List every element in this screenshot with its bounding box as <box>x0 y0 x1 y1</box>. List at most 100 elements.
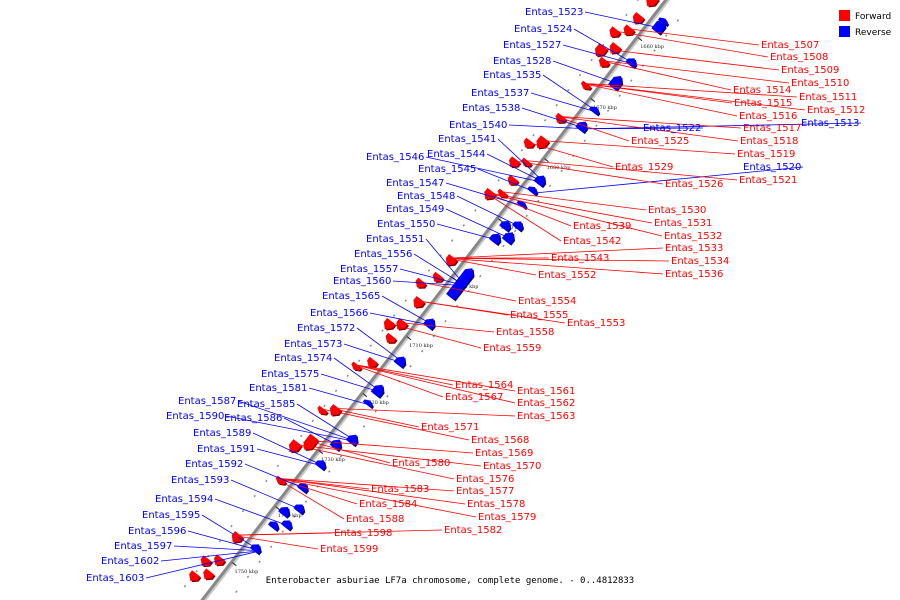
label-leader-line <box>343 343 406 365</box>
label-leader-line <box>484 191 562 242</box>
gene-label: Entas_1589 <box>193 428 251 439</box>
gene-label: Entas_1587 <box>178 396 236 407</box>
label-leader-line <box>484 191 663 237</box>
gene-label: Entas_1556 <box>354 249 412 260</box>
label-leader-line <box>201 514 261 552</box>
gene-label: Entas_1591 <box>197 444 255 455</box>
forward-lane-marker <box>311 419 314 423</box>
tick-mark <box>497 218 503 223</box>
gene-label: Entas_1547 <box>386 178 444 189</box>
label-leader-line <box>413 299 509 316</box>
gene-label: Entas_1537 <box>471 88 529 99</box>
backbone-shadow <box>202 0 671 600</box>
gene-label: Entas_1538 <box>462 103 520 114</box>
label-leader-line <box>530 92 599 114</box>
label-leader-line <box>552 60 621 86</box>
label-leader-line <box>521 107 587 130</box>
label-leader-line <box>230 479 305 512</box>
forward-lane-marker <box>532 133 535 137</box>
label-leader-line <box>396 321 495 333</box>
reverse-lane-marker <box>293 515 296 518</box>
label-leader-line <box>244 463 308 491</box>
tick-label: 1700 kbp <box>455 284 479 290</box>
label-leader-line <box>275 477 477 518</box>
forward-lane-marker <box>346 374 349 378</box>
label-leader-line <box>555 115 742 129</box>
forward-lane-marker <box>392 314 396 317</box>
reverse-gene-arrow <box>501 232 514 245</box>
label-leader-line <box>477 168 538 194</box>
gene-label: Entas_1577 <box>456 486 514 497</box>
forward-lane-marker <box>555 103 558 107</box>
gene-label: Entas_1592 <box>185 459 243 470</box>
gene-label: Entas_1525 <box>631 136 689 147</box>
forward-lane-marker <box>241 509 245 513</box>
reverse-lane-marker <box>537 199 540 203</box>
gene-label: Entas_1516 <box>739 111 797 122</box>
forward-gene-arrow <box>646 0 659 7</box>
gene-label: Entas_1576 <box>456 474 514 485</box>
label-leader-line <box>289 443 482 467</box>
label-leader-line <box>445 208 514 241</box>
label-leader-line <box>399 268 466 287</box>
reverse-lane-marker <box>479 274 482 278</box>
tick-label: 1740 kbp <box>278 513 302 519</box>
forward-lane-marker <box>450 239 454 242</box>
forward-gene-arrow <box>413 295 425 308</box>
gene-label: Entas_1519 <box>737 149 795 160</box>
label-leader-line <box>369 312 435 327</box>
tick-mark <box>406 336 412 341</box>
gene-label: Entas_1551 <box>366 234 424 245</box>
label-leader-line <box>351 363 454 386</box>
label-leader-line <box>317 407 470 441</box>
gene-label: Entas_1546 <box>366 152 424 163</box>
label-leader-line <box>581 82 738 117</box>
label-leader-line <box>330 407 420 428</box>
reverse-gene-arrow <box>278 506 290 518</box>
gene-label: Entas_1543 <box>551 253 609 264</box>
label-leader-line <box>351 363 444 398</box>
gene-label: Entas_1581 <box>249 383 307 394</box>
tick-label: 1750 kbp <box>235 569 259 575</box>
gene-label: Entas_1561 <box>517 386 575 397</box>
label-leader-line <box>276 477 370 490</box>
label-leader-line <box>231 534 319 550</box>
gene-label: Entas_1603 <box>86 573 144 584</box>
gene-label: Entas_1571 <box>421 422 479 433</box>
reverse-lane-marker <box>560 169 563 173</box>
label-leader-line <box>276 477 455 492</box>
forward-lane-marker <box>578 73 582 77</box>
gene-label: Entas_1513 <box>801 118 859 129</box>
forward-lane-marker <box>230 524 233 528</box>
reverse-gene-arrow <box>267 521 279 531</box>
forward-lane-marker <box>625 13 628 17</box>
forward-lane-marker <box>276 464 280 468</box>
gene-label: Entas_1558 <box>496 327 554 338</box>
gene-label: Entas_1559 <box>483 343 541 354</box>
label-leader-line <box>497 138 546 184</box>
gene-label: Entas_1555 <box>510 310 568 321</box>
forward-lane-marker <box>323 404 326 408</box>
tick-label: 1690 kbp <box>500 225 524 231</box>
label-leader-line <box>623 27 760 46</box>
label-leader-line <box>509 159 664 185</box>
forward-lane-marker <box>590 58 593 62</box>
label-leader-line <box>333 357 383 394</box>
gene-label: Entas_1579 <box>478 512 536 523</box>
forward-lane-marker <box>183 585 187 588</box>
forward-lane-marker <box>567 88 570 92</box>
label-leader-line <box>484 191 653 224</box>
label-leader-line <box>145 550 261 579</box>
gene-label: Entas_1530 <box>648 205 706 216</box>
reverse-lane-marker <box>444 319 447 323</box>
gene-label: Entas_1518 <box>740 136 798 147</box>
tick-label: 1710 kbp <box>409 343 433 349</box>
gene-label: Entas_1515 <box>734 98 792 109</box>
reverse-lane-marker <box>421 349 424 353</box>
gene-label: Entas_1565 <box>322 291 380 302</box>
tick-mark <box>544 158 549 163</box>
forward-lane-marker <box>358 359 361 362</box>
gene-label: Entas_1545 <box>418 164 476 175</box>
reverse-lane-marker <box>676 19 679 22</box>
